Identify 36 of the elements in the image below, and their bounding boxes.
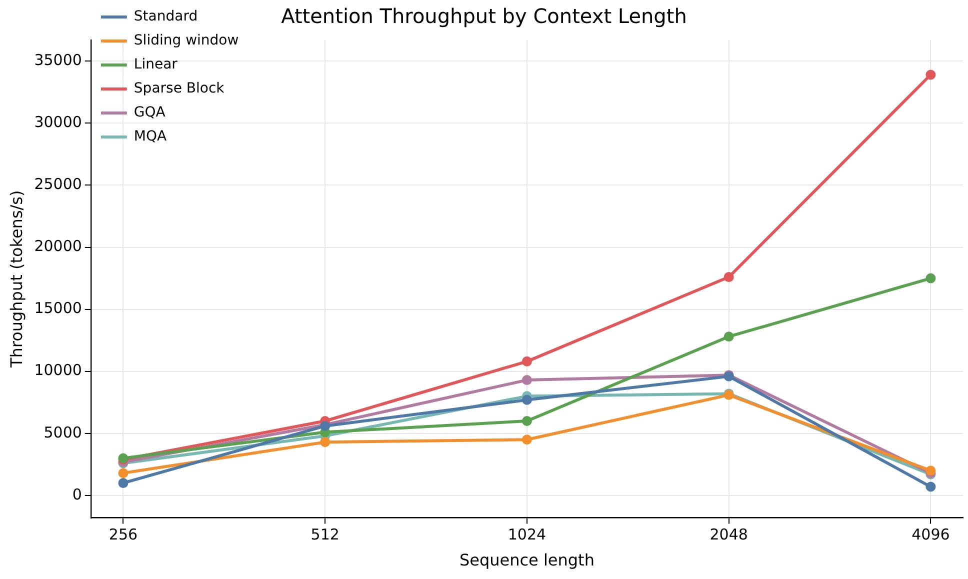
legend-label: Linear bbox=[134, 56, 178, 73]
point bbox=[118, 478, 128, 488]
legend-label: MQA bbox=[134, 128, 168, 145]
y-tick-label: 0 bbox=[72, 485, 82, 504]
chart-title: Attention Throughput by Context Length bbox=[281, 4, 687, 28]
x-tick-label: 2048 bbox=[710, 526, 748, 544]
x-axis-title: Sequence length bbox=[459, 550, 594, 570]
legend-label: GQA bbox=[134, 104, 166, 121]
legend-label: Sliding window bbox=[134, 32, 239, 49]
y-tick-label: 5000 bbox=[44, 423, 82, 442]
point bbox=[522, 356, 532, 366]
point bbox=[724, 272, 734, 282]
point bbox=[926, 466, 936, 476]
point bbox=[522, 375, 532, 386]
point bbox=[522, 394, 532, 405]
point bbox=[522, 416, 532, 426]
point bbox=[522, 434, 532, 445]
x-tick-label: 4096 bbox=[912, 526, 950, 544]
y-axis-title: Throughput (tokens/s) bbox=[6, 190, 26, 369]
y-tick-label: 25000 bbox=[34, 175, 82, 194]
legend-label: Sparse Block bbox=[134, 80, 226, 97]
x-tick-label: 1024 bbox=[508, 526, 546, 544]
point bbox=[926, 273, 936, 284]
x-tick-label: 512 bbox=[310, 526, 340, 544]
y-tick-label: 30000 bbox=[34, 113, 82, 132]
point bbox=[320, 437, 330, 448]
point bbox=[926, 482, 936, 492]
point bbox=[926, 70, 936, 80]
y-tick-label: 10000 bbox=[34, 361, 82, 380]
legend-label: Standard bbox=[134, 8, 198, 25]
x-tick-label: 256 bbox=[108, 526, 138, 544]
y-tick-label: 15000 bbox=[34, 299, 82, 318]
y-tick-label: 35000 bbox=[34, 50, 82, 69]
point bbox=[724, 332, 734, 342]
y-tick-label: 20000 bbox=[34, 237, 82, 256]
point bbox=[118, 468, 128, 478]
